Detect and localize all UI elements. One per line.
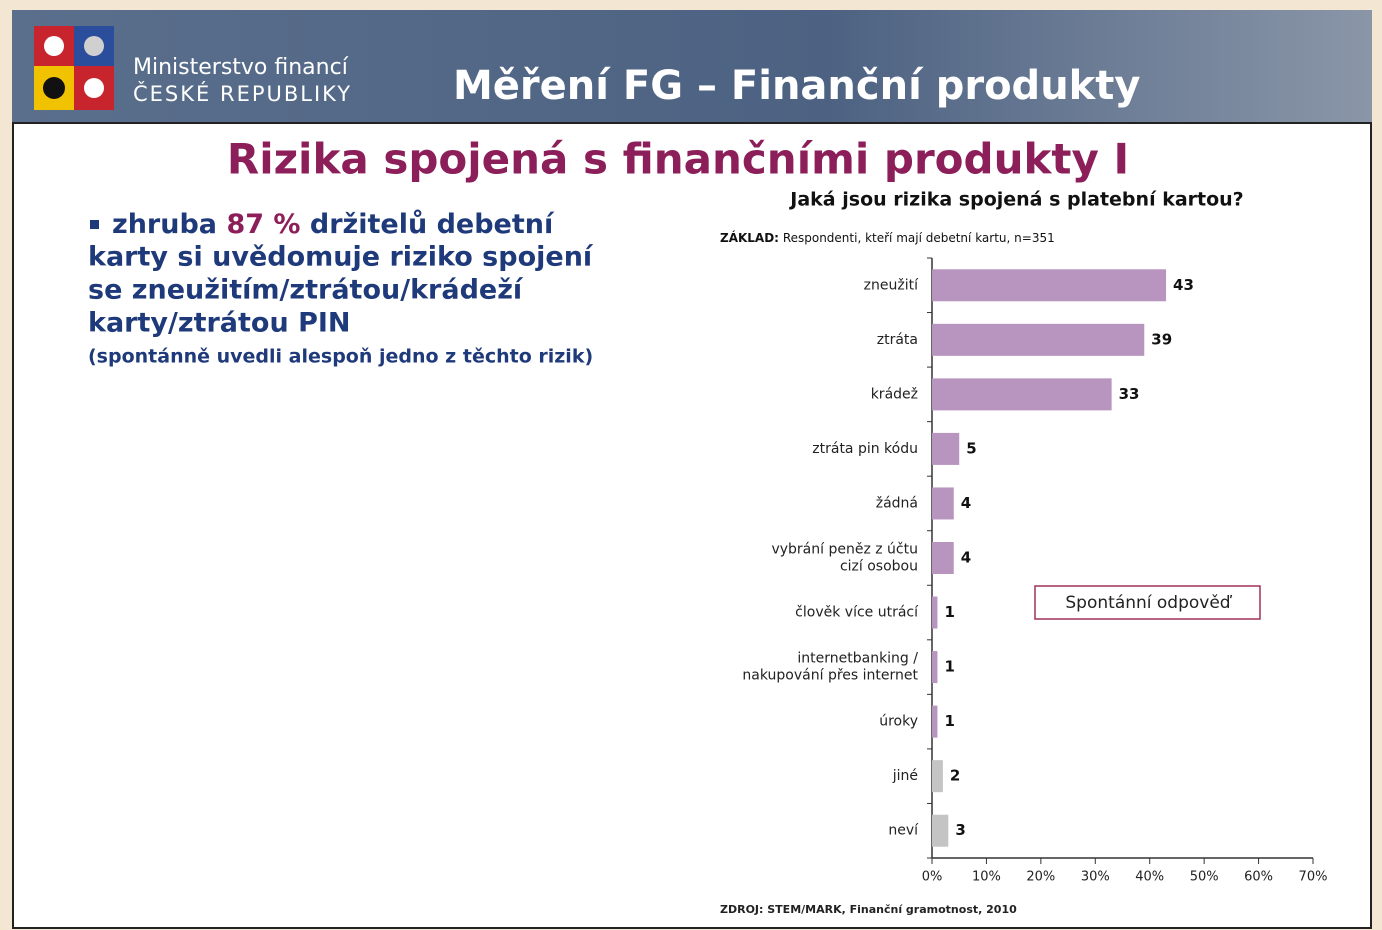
x-tick-label: 50% xyxy=(1190,870,1219,885)
base-text: Respondenti, kteří mají debetní kartu, n… xyxy=(783,231,1055,245)
category-label: úroky xyxy=(879,714,918,730)
bar xyxy=(932,597,937,629)
x-tick-label: 10% xyxy=(972,870,1001,885)
category-label: žádná xyxy=(876,495,918,511)
x-tick-label: 70% xyxy=(1299,870,1328,885)
value-label: 33 xyxy=(1119,385,1140,403)
x-tick-label: 60% xyxy=(1244,870,1273,885)
category-label: ztráta xyxy=(877,332,918,348)
ministry-country: ČESKÉ REPUBLIKY xyxy=(133,81,352,106)
x-tick-label: 0% xyxy=(922,870,943,885)
value-label: 1 xyxy=(944,712,954,730)
bar xyxy=(932,815,948,847)
x-tick-label: 20% xyxy=(1026,870,1055,885)
bullet-text: karty/ztrátou PIN xyxy=(88,308,351,339)
base-label: ZÁKLAD: xyxy=(720,230,779,245)
bullet-marker xyxy=(90,220,99,229)
chart-title: Jaká jsou rizika spojená s platební kart… xyxy=(788,189,1243,211)
category-label-line: vybrání peněz z účtu xyxy=(771,542,918,558)
category-label-line: nakupování přes internet xyxy=(742,668,918,684)
bar xyxy=(932,706,937,738)
category-label: krádež xyxy=(871,386,918,402)
value-label: 1 xyxy=(944,658,954,676)
bar xyxy=(932,324,1144,356)
bullet-text: držitelů debetní xyxy=(310,209,555,240)
slide-title: Rizika spojená s finančními produkty I xyxy=(227,135,1129,184)
header-title: Měření FG – Finanční produkty xyxy=(453,63,1140,109)
bullet-text: se zneužitím/ztrátou/krádeží xyxy=(88,275,524,306)
value-label: 39 xyxy=(1151,330,1172,348)
category-label: neví xyxy=(888,823,919,839)
category-label: ztráta pin kódu xyxy=(812,441,918,457)
x-tick-label: 40% xyxy=(1135,870,1164,885)
bar xyxy=(932,378,1112,410)
bullet-line: zhruba 87 % držitelů debetní xyxy=(112,209,555,240)
category-label-line: internetbanking / xyxy=(797,651,918,667)
category-label: člověk více utrácí xyxy=(795,605,919,621)
page: Ministerstvo financí ČESKÉ REPUBLIKY Měř… xyxy=(0,0,1382,930)
category-label: jiné xyxy=(892,768,918,784)
bar xyxy=(932,651,937,683)
chart-base: ZÁKLAD: Respondenti, kteří mají debetní … xyxy=(720,230,1055,245)
legend-text: Spontánní odpověď xyxy=(1065,593,1232,613)
value-label: 2 xyxy=(950,767,960,785)
slide: Ministerstvo financí ČESKÉ REPUBLIKY Měř… xyxy=(0,0,1382,930)
category-label-line: cizí osobou xyxy=(840,559,918,575)
bar xyxy=(932,760,943,792)
bullet-highlight: 87 % xyxy=(226,209,300,240)
bar xyxy=(932,433,959,465)
bar xyxy=(932,269,1166,301)
logo xyxy=(34,26,114,110)
source: ZDROJ: STEM/MARK, Finanční gramotnost, 2… xyxy=(720,903,1017,916)
value-label: 1 xyxy=(944,603,954,621)
value-label: 4 xyxy=(961,494,971,512)
value-label: 5 xyxy=(966,439,976,457)
ministry-name: Ministerstvo financí xyxy=(133,55,349,80)
bullet-note: (spontánně uvedli alespoň jedno z těchto… xyxy=(88,346,593,368)
value-label: 43 xyxy=(1173,276,1194,294)
bullet-text: karty si uvědomuje riziko spojení xyxy=(88,242,594,273)
bar xyxy=(932,487,954,519)
bullet-prefix: zhruba xyxy=(112,209,217,240)
value-label: 4 xyxy=(961,549,971,567)
category-label: zneužití xyxy=(864,277,919,293)
bar xyxy=(932,542,954,574)
value-label: 3 xyxy=(955,821,965,839)
x-tick-label: 30% xyxy=(1081,870,1110,885)
